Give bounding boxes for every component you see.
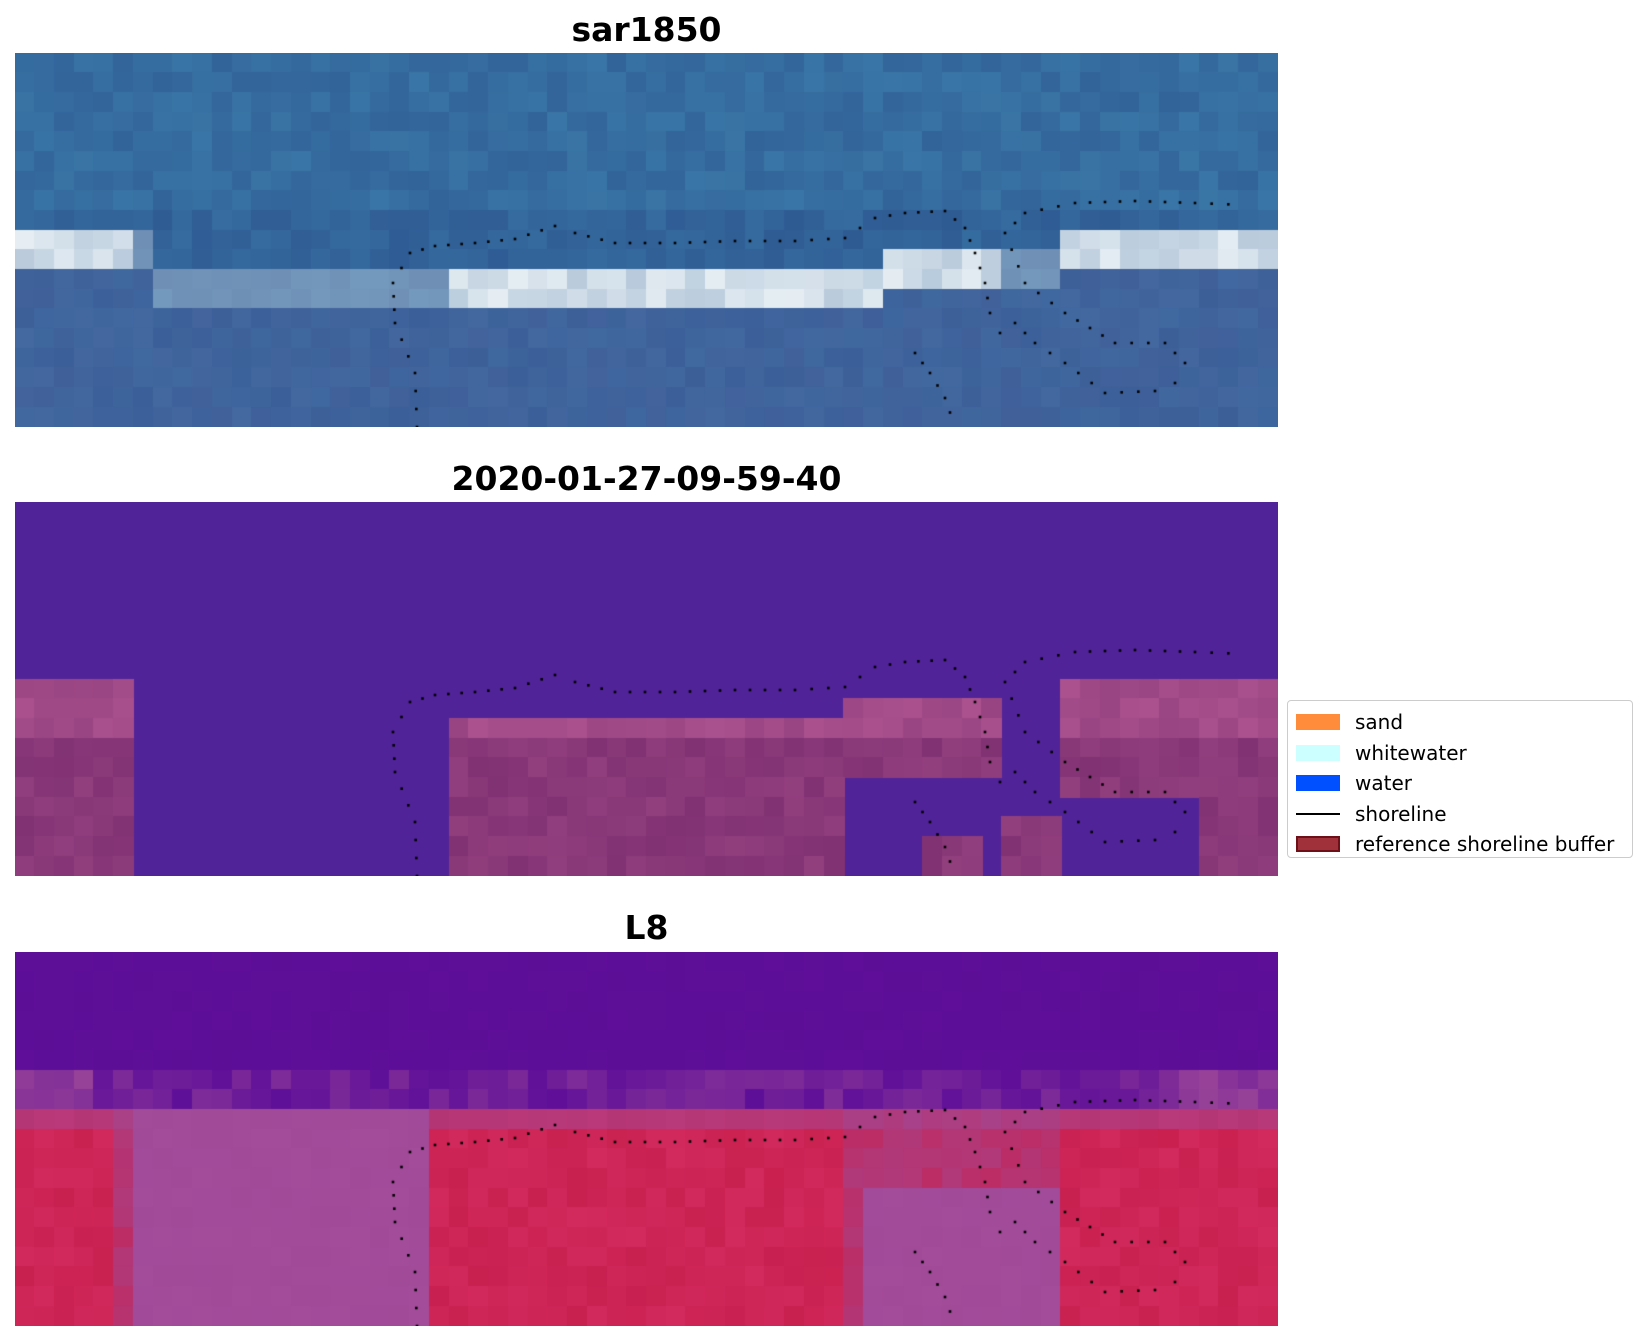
legend-item-whitewater: whitewater [1288, 738, 1632, 769]
legend-label-sand: sand [1355, 710, 1404, 735]
classified-image [15, 502, 1278, 876]
legend-swatch-water [1296, 775, 1340, 792]
legend-label-water: water [1355, 771, 1412, 796]
panel-title-l8: L8 [624, 908, 669, 947]
legend-swatch-whitewater [1296, 744, 1340, 761]
legend-swatch-reference-buffer [1296, 836, 1340, 853]
legend: sand whitewater water shoreline referenc… [1287, 700, 1633, 858]
satellite-image-rgb [15, 53, 1278, 427]
legend-item-water: water [1288, 768, 1632, 799]
legend-item-sand: sand [1288, 707, 1632, 738]
l8-false-color-image [15, 952, 1278, 1326]
legend-label-shoreline: shoreline [1355, 801, 1447, 826]
legend-line-shoreline [1296, 812, 1340, 815]
panel-title-classified: 2020-01-27-09-59-40 [451, 459, 842, 498]
legend-label-whitewater: whitewater [1355, 740, 1467, 765]
legend-item-reference-buffer: reference shoreline buffer [1288, 829, 1632, 860]
legend-item-shoreline: shoreline [1288, 799, 1632, 830]
panel-title-sar1850: sar1850 [571, 10, 722, 49]
legend-swatch-sand [1296, 714, 1340, 731]
legend-label-reference-buffer: reference shoreline buffer [1355, 832, 1615, 857]
